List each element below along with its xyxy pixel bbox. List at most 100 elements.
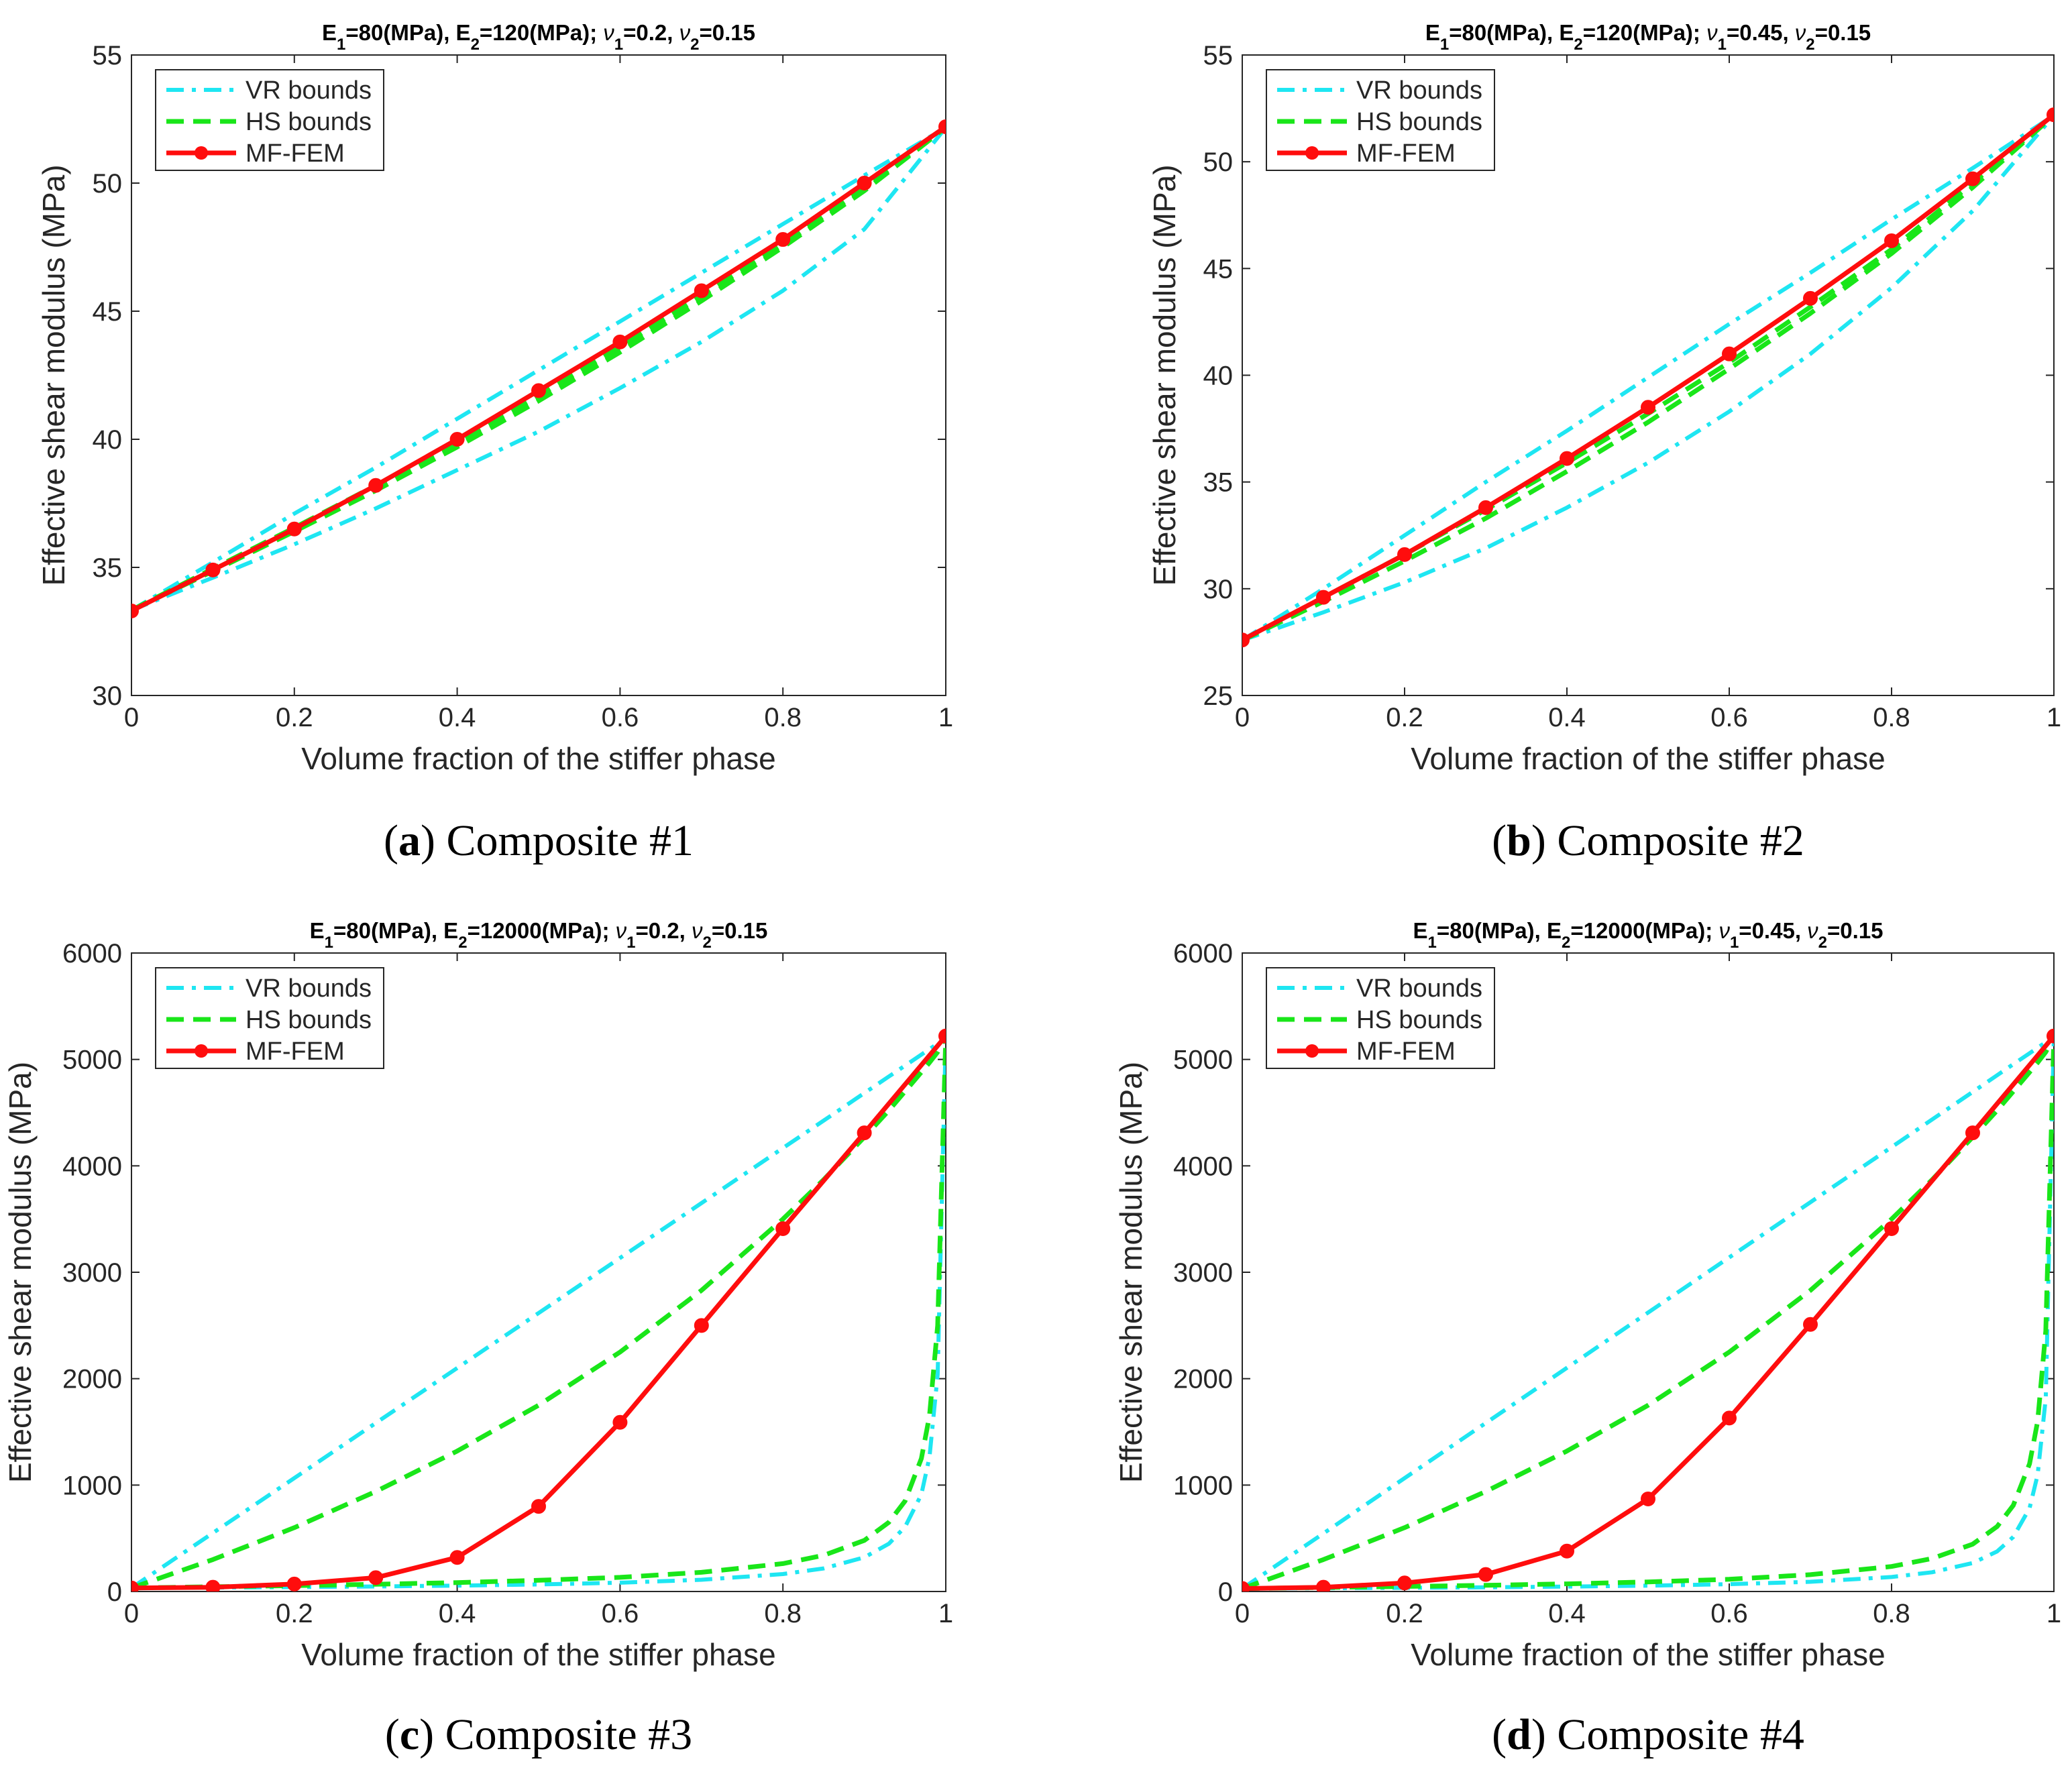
mf-fem-point	[1316, 590, 1331, 605]
mf-fem-point	[938, 119, 946, 134]
y-tick-label: 6000	[1173, 939, 1233, 968]
mf-fem-point	[205, 562, 221, 577]
mf-fem-point	[1641, 400, 1655, 415]
x-axis-label: Volume fraction of the stiffer phase	[1411, 741, 1885, 776]
x-tick-label: 1	[938, 1599, 953, 1628]
mf-fem-point	[286, 1576, 302, 1591]
mf-fem-point	[131, 603, 139, 618]
legend-label: MF-FEM	[246, 139, 345, 168]
x-tick-label: 0	[1235, 1599, 1250, 1628]
mf-fem-point	[857, 1125, 872, 1141]
x-tick-label: 0.6	[1710, 703, 1748, 732]
mf-fem-point	[1478, 1567, 1493, 1582]
mf-fem-point	[2047, 107, 2054, 123]
mf-fem-point	[531, 383, 546, 398]
mf-fem-point	[1316, 1579, 1331, 1591]
y-tick-label: 35	[93, 553, 123, 583]
x-tick-label: 1	[2047, 1599, 2061, 1628]
y-tick-label: 45	[1203, 254, 1234, 284]
mf-fem-point	[1884, 1221, 1899, 1236]
mf-fem-point	[368, 1570, 384, 1585]
hs-upper-bound-line	[1242, 1035, 2054, 1591]
vr-upper-bound-line	[131, 125, 946, 612]
x-tick-label: 0.2	[276, 1599, 313, 1628]
vr-upper-bound-line	[131, 1034, 946, 1590]
mf-fem-point	[775, 232, 791, 247]
y-tick-label: 30	[1203, 575, 1234, 604]
legend-label: MF-FEM	[246, 1038, 345, 1066]
mf-fem-point	[694, 283, 709, 298]
mf-fem-point	[1397, 547, 1412, 562]
mf-fem-point	[1803, 1317, 1818, 1332]
x-tick-label: 0.6	[1710, 1599, 1748, 1628]
x-tick-label: 0.4	[439, 1599, 476, 1628]
x-tick-label: 0.8	[764, 703, 802, 732]
legend: VR bounds HS bounds MF-FEM	[1266, 69, 1495, 171]
mf-fem-point	[131, 1580, 139, 1591]
y-tick-label: 55	[1203, 41, 1234, 70]
x-tick-label: 0	[124, 703, 139, 732]
mf-fem-point	[286, 521, 302, 537]
chart-panel-b: 0 0.2 0.4 0.6 0.8 1 25 30 35 40 45 50 55 Volume fract…	[1147, 20, 2061, 865]
y-tick-label: 30	[93, 681, 123, 711]
plot-area	[1242, 107, 2054, 648]
y-tick-label: 2000	[1173, 1365, 1233, 1394]
legend: VR bounds HS bounds MF-FEM	[1266, 967, 1495, 1069]
legend: VR bounds HS bounds MF-FEM	[155, 69, 384, 171]
mf-fem-point	[1641, 1491, 1655, 1506]
legend-item-vr-bounds: VR bounds	[1277, 974, 1482, 1003]
y-tick-label: 2000	[62, 1365, 122, 1394]
y-tick-label: 5000	[1173, 1046, 1233, 1075]
y-tick-label: 40	[93, 425, 123, 455]
y-axis-label: Effective shear modulus (MPa)	[3, 1062, 38, 1483]
x-axis-label: Volume fraction of the stiffer phase	[301, 741, 775, 776]
legend-label: HS bounds	[246, 1006, 372, 1034]
y-tick-label: 4000	[62, 1152, 122, 1181]
figure-caption: (d) Composite #4	[1492, 1710, 1804, 1759]
mf-fem-point	[612, 1414, 628, 1430]
mf-fem-point	[857, 176, 872, 190]
hs-lower-bound-line	[1242, 1036, 2054, 1591]
hs-upper-bound-line	[131, 1035, 946, 1591]
y-tick-label: 3000	[1173, 1258, 1233, 1288]
legend-label: VR bounds	[1356, 974, 1482, 1003]
y-tick-label: 35	[1203, 468, 1234, 498]
legend-item-mf-fem: MF-FEM	[166, 139, 345, 168]
y-tick-label: 25	[1203, 681, 1234, 711]
mf-fem-point	[449, 1550, 465, 1565]
plot-area	[131, 119, 946, 618]
x-tick-label: 0.8	[764, 1599, 802, 1628]
legend-marker	[1305, 146, 1319, 160]
legend-marker	[195, 146, 208, 160]
legend-label: HS bounds	[1356, 108, 1482, 136]
vr-upper-bound-line	[1242, 1034, 2054, 1591]
legend-label: VR bounds	[246, 974, 372, 1003]
legend-item-hs-bounds: HS bounds	[166, 108, 372, 136]
mf-fem-point	[531, 1499, 546, 1514]
mf-fem-point	[612, 334, 628, 349]
legend-label: HS bounds	[1356, 1006, 1482, 1034]
figure-caption: (b) Composite #2	[1492, 816, 1804, 865]
plot-area	[1242, 1028, 2054, 1591]
mf-fem-point	[1965, 1125, 1980, 1141]
chart-title: E1=80(MPa), E2=120(MPa); ν1=0.45, ν2=0.1…	[1425, 20, 1871, 54]
y-tick-label: 40	[1203, 361, 1234, 391]
x-tick-label: 0.6	[602, 1599, 639, 1628]
legend-item-hs-bounds: HS bounds	[1277, 1006, 1482, 1034]
y-tick-label: 1000	[62, 1471, 122, 1500]
x-tick-label: 0.8	[1873, 1599, 1910, 1628]
legend-item-hs-bounds: HS bounds	[1277, 108, 1482, 136]
y-tick-label: 3000	[62, 1258, 122, 1288]
x-axis-label: Volume fraction of the stiffer phase	[301, 1637, 775, 1672]
figure-caption: (c) Composite #3	[385, 1710, 692, 1759]
mf-fem-point	[694, 1318, 709, 1333]
plot-area	[131, 1028, 946, 1591]
y-tick-label: 50	[1203, 148, 1234, 177]
legend-item-mf-fem: MF-FEM	[1277, 139, 1456, 168]
mf-fem-point	[368, 478, 384, 493]
x-tick-label: 0	[1235, 703, 1250, 732]
legend-item-vr-bounds: VR bounds	[1277, 76, 1482, 105]
legend-item-mf-fem: MF-FEM	[166, 1038, 345, 1066]
x-axis-label: Volume fraction of the stiffer phase	[1411, 1637, 1885, 1672]
